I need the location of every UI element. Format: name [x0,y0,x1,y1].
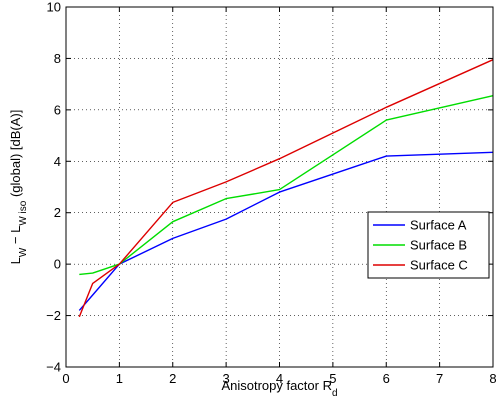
y-tick-label: 0 [54,257,61,272]
x-tick-label: 1 [116,371,123,386]
y-axis-label-sub1: W [18,247,29,257]
y-axis-label: LW − LW iso (global) [dB(A)] [8,110,29,265]
y-tick-label: −2 [46,308,61,323]
x-tick-label: 4 [276,371,283,386]
legend-label-surface-c: Surface C [410,258,468,273]
x-axis-label-subscript: d [332,388,338,399]
y-tick-label: 6 [54,102,61,117]
legend-label-surface-a: Surface A [410,218,467,233]
x-tick-label: 5 [329,371,336,386]
y-axis-label-sub2: W iso [18,200,29,225]
x-axis-label-main: Anisotropy factor R [221,378,332,393]
legend-label-surface-b: Surface B [410,238,467,253]
grid [66,7,493,367]
y-axis-label-part1: L [8,257,23,264]
x-tick-label: 2 [169,371,176,386]
x-tick-label: 6 [383,371,390,386]
y-tick-label: 8 [54,51,61,66]
series-line-surface-c [78,59,494,318]
x-axis-label: Anisotropy factor Rd [221,378,337,399]
ticks: 0 1 2 3 4 5 6 7 8 −4 −2 0 2 4 6 8 10 [46,0,496,386]
series-line-surface-b [79,95,494,276]
y-axis-label-part2: − L [8,226,23,248]
x-tick-label: 3 [223,371,230,386]
x-tick-label: 0 [62,371,69,386]
legend: Surface A Surface B Surface C [367,211,490,279]
y-tick-label: 4 [54,154,61,169]
series-line-surface-a [78,151,494,311]
series-layer [78,59,494,318]
x-tick-label: 7 [436,371,443,386]
y-tick-label: 10 [47,0,61,15]
y-tick-label: 2 [54,205,61,220]
y-axis-label-part3: (global) [dB(A)] [8,110,23,201]
x-tick-label: 8 [489,371,496,386]
y-tick-label: −4 [46,360,61,375]
